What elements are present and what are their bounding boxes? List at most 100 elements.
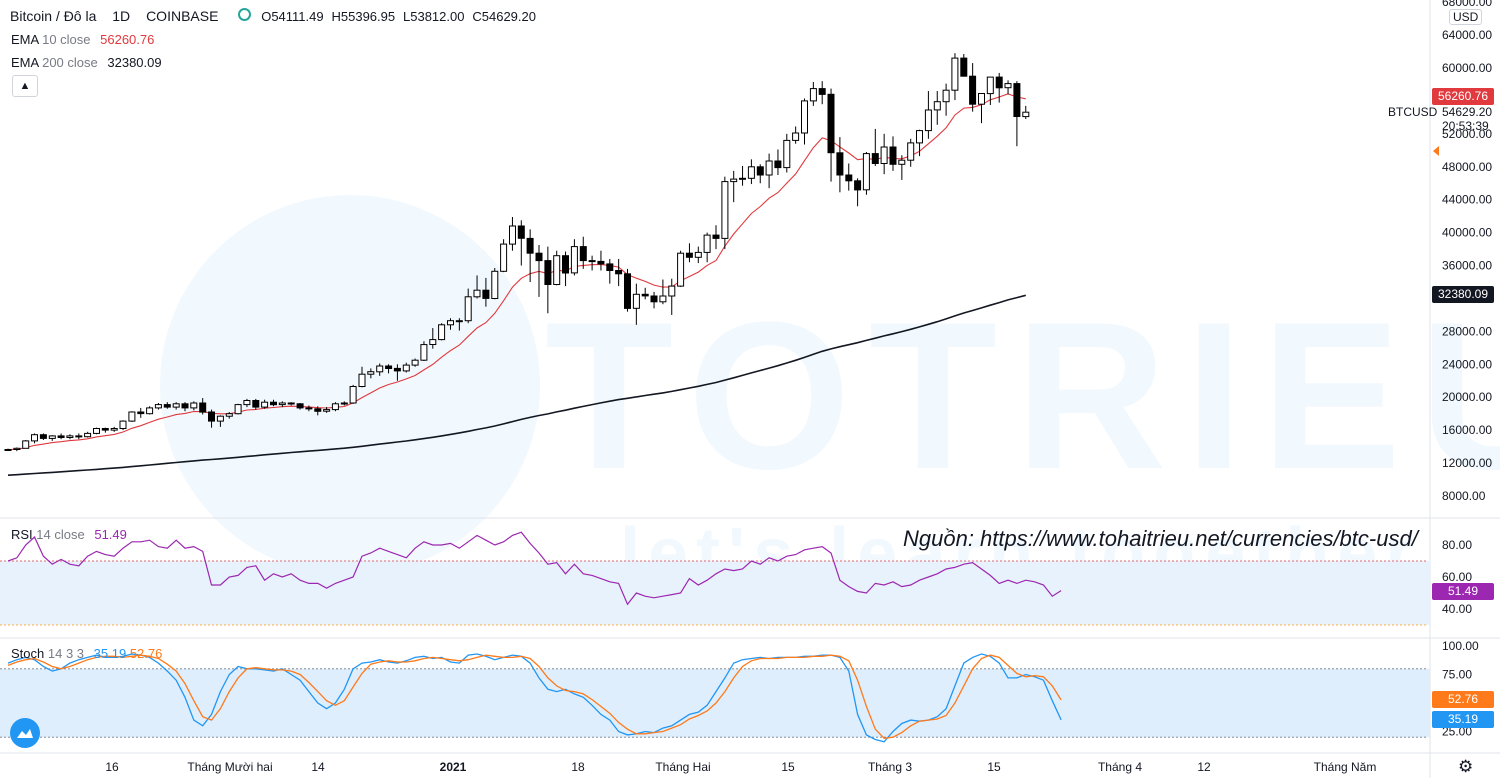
rsi-legend[interactable]: RSI 14 close 51.49 xyxy=(11,527,127,542)
candles xyxy=(4,53,1030,452)
candle xyxy=(677,250,685,287)
candle-body xyxy=(597,260,605,265)
candle-body xyxy=(632,293,640,309)
candle xyxy=(340,401,348,406)
rsi-line xyxy=(7,531,1062,606)
candle-body xyxy=(951,57,959,91)
candle xyxy=(199,398,207,415)
candle-body xyxy=(296,403,304,409)
candle-body xyxy=(889,146,897,165)
candle xyxy=(809,81,817,106)
candle xyxy=(39,433,47,441)
candle xyxy=(296,402,304,410)
candle-body xyxy=(677,252,685,287)
gear-icon[interactable]: ⚙ xyxy=(1458,757,1474,776)
ema10-legend[interactable]: EMA 10 close 56260.76 xyxy=(11,32,154,47)
candle xyxy=(898,155,906,180)
collapse-legend-button[interactable]: ▲ xyxy=(12,75,38,97)
candle xyxy=(367,368,375,379)
candle xyxy=(305,405,313,412)
time-tick-label: 18 xyxy=(571,760,585,774)
candle xyxy=(880,133,888,175)
rsi-tick-label: 60.00 xyxy=(1442,570,1472,584)
candle xyxy=(969,63,977,112)
candle xyxy=(747,159,755,185)
stoch-legend[interactable]: Stoch 14 3 3 35.19 52.76 xyxy=(11,646,162,661)
candle xyxy=(756,164,764,184)
candle-body xyxy=(491,270,499,299)
candle-body xyxy=(960,57,968,77)
price-tick-label: 24000.00 xyxy=(1442,357,1492,371)
ema200-params: 200 close xyxy=(42,55,98,70)
time-tick-label: Tháng 4 xyxy=(1098,760,1142,774)
candle xyxy=(66,434,74,440)
candle-body xyxy=(216,415,224,422)
stoch-tick-label: 25.00 xyxy=(1442,725,1472,739)
candle xyxy=(154,402,162,410)
candle-body xyxy=(110,428,118,431)
candle-body xyxy=(579,246,587,262)
candle-body xyxy=(48,435,56,439)
candle-body xyxy=(199,402,207,413)
candle xyxy=(314,406,322,416)
candle xyxy=(128,411,136,422)
candle-body xyxy=(694,251,702,258)
candle xyxy=(827,88,835,182)
candle-body xyxy=(402,364,410,372)
candle xyxy=(509,216,516,251)
candle-body xyxy=(429,339,437,346)
candle-body xyxy=(783,139,791,169)
symbol-name[interactable]: Bitcoin / Đô la xyxy=(10,8,97,24)
candle xyxy=(287,402,295,406)
candle-body xyxy=(482,289,490,299)
candle-body xyxy=(650,295,658,303)
candle xyxy=(464,288,472,324)
currency-label[interactable]: USD xyxy=(1449,9,1483,25)
stoch-tick-label: 100.00 xyxy=(1442,639,1479,653)
stoch-tick-label: 75.00 xyxy=(1442,668,1472,682)
price-tick-label: 64000.00 xyxy=(1442,28,1492,42)
candle-body xyxy=(270,401,277,406)
candle-body xyxy=(685,252,693,258)
ema200-legend[interactable]: EMA 200 close 32380.09 xyxy=(11,55,162,70)
candle xyxy=(181,402,189,412)
ohlc-low: L53812.00 xyxy=(403,9,465,24)
candle xyxy=(216,415,224,427)
candle xyxy=(916,129,923,157)
candle xyxy=(624,268,631,312)
candle-body xyxy=(385,365,393,369)
rsi-tick-label: 40.00 xyxy=(1442,602,1472,616)
candle-body xyxy=(801,100,808,134)
ohlc-close: C54629.20 xyxy=(472,9,536,24)
tradingview-logo[interactable] xyxy=(10,718,40,748)
candle-body xyxy=(331,403,339,411)
interval[interactable]: 1D xyxy=(112,8,131,24)
candle xyxy=(553,250,561,286)
candle-body xyxy=(562,255,569,274)
stoch-params: 14 3 3 xyxy=(47,646,85,661)
candle-body xyxy=(305,407,313,410)
candle xyxy=(93,427,100,435)
rsi-tick-label: 80.00 xyxy=(1442,538,1472,552)
candle xyxy=(101,427,109,433)
candle-body xyxy=(570,246,578,274)
candle xyxy=(995,72,1003,103)
candle-body xyxy=(473,289,481,298)
candle xyxy=(455,318,463,331)
candle-body xyxy=(128,411,136,422)
candle-body xyxy=(509,225,516,245)
candle xyxy=(783,133,791,173)
candle-body xyxy=(668,285,676,297)
candle-body xyxy=(907,142,915,161)
ema200-price-badge: 32380.09 xyxy=(1432,286,1494,303)
rsi-value: 51.49 xyxy=(94,527,127,542)
candle-body xyxy=(66,435,74,438)
candle xyxy=(535,244,543,297)
candle xyxy=(234,403,242,415)
candle xyxy=(632,283,640,325)
candle-body xyxy=(916,130,923,144)
candle xyxy=(986,76,994,106)
price-tick-label: 40000.00 xyxy=(1442,226,1492,240)
candle-body xyxy=(243,400,251,406)
